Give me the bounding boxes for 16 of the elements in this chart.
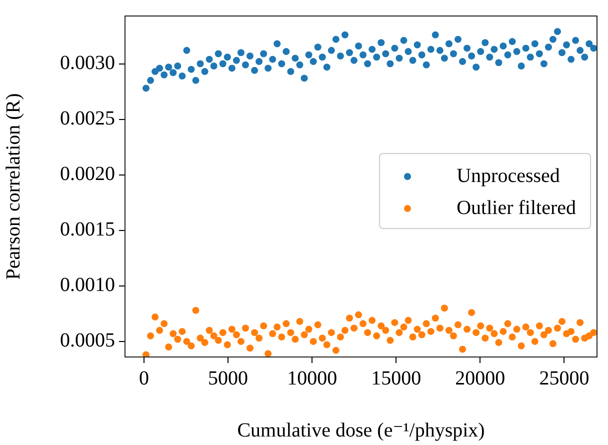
legend-label: Unprocessed xyxy=(456,164,560,188)
y-tick-label: 0.0005 xyxy=(60,330,115,352)
legend-label: Outlier filtered xyxy=(456,196,576,220)
y-tick-label: 0.0025 xyxy=(60,108,115,130)
x-tick-label: 20000 xyxy=(455,367,506,390)
x-tick-label: 5000 xyxy=(208,367,248,390)
x-tick-label: 15000 xyxy=(371,367,422,390)
x-axis-title: Cumulative dose (e⁻¹/physpix) xyxy=(237,419,485,442)
x-tick-label: 0 xyxy=(138,367,149,390)
x-tick-label: 10000 xyxy=(287,367,338,390)
y-tick-label: 0.0010 xyxy=(60,274,115,296)
y-tick-label: 0.0020 xyxy=(60,163,115,186)
y-tick-label: 0.0030 xyxy=(60,52,115,74)
x-tick-label: 25000 xyxy=(539,367,590,390)
y-tick-label: 0.0015 xyxy=(60,218,115,241)
y-axis-title: Pearson correlation (R) xyxy=(2,93,24,280)
